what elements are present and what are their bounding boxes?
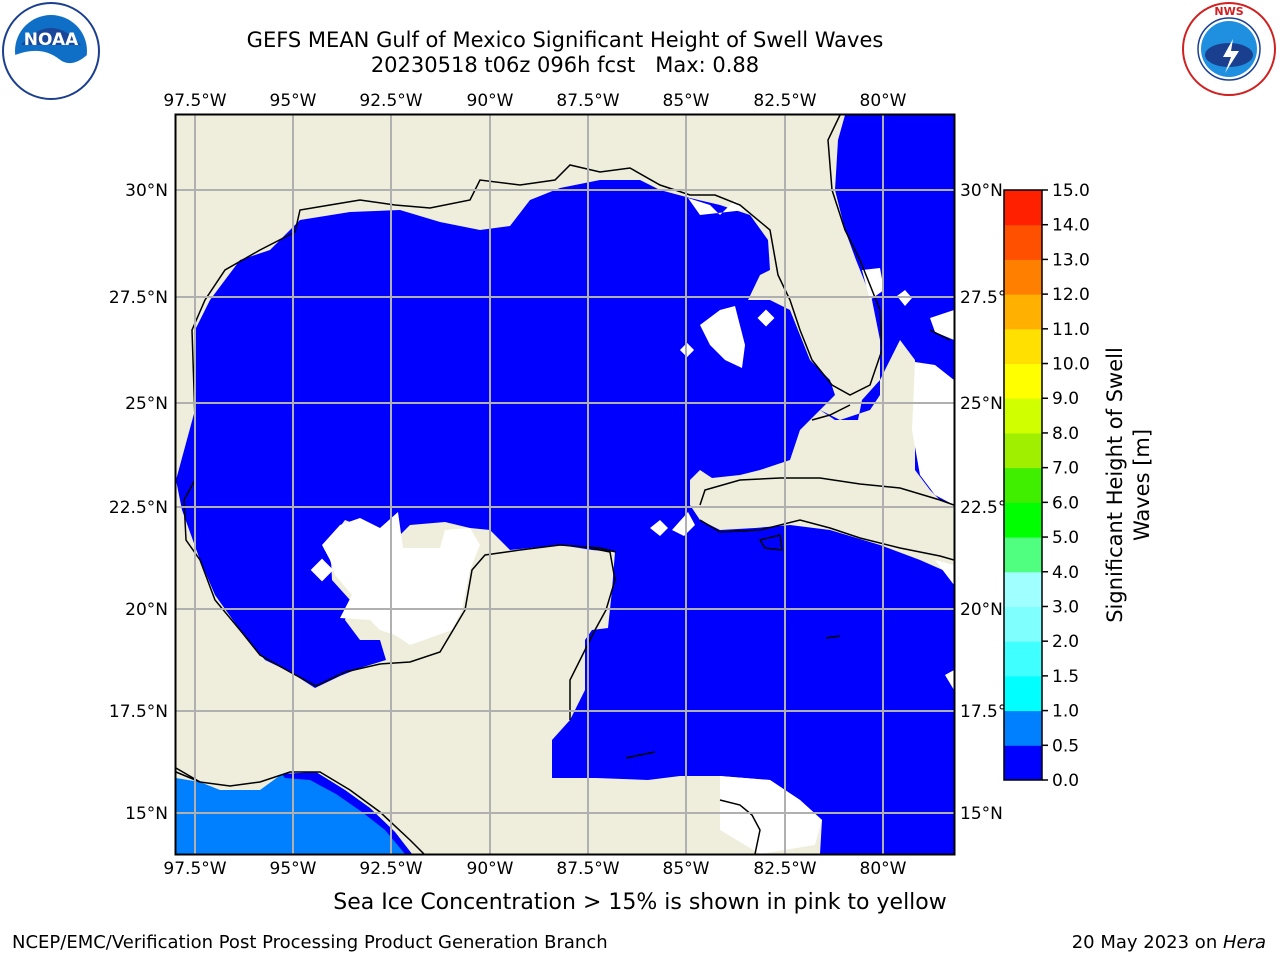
no-data-cell [757, 309, 775, 327]
colorbar-segment [1004, 398, 1042, 434]
colorbar-tick-label: 8.0 [1052, 424, 1079, 444]
gridlines [176, 115, 954, 854]
lat-label: 25°N [960, 394, 1003, 414]
no-data-bahamas [912, 362, 954, 505]
lat-label: 17.5°N [109, 702, 168, 722]
lon-label: 85°W [663, 859, 710, 879]
lat-labels-right: 30°N 27.5°N 25°N 22.5°N 20°N 17.5°N 15°N [960, 181, 1019, 824]
lat-label: 20°N [960, 600, 1003, 620]
footer-credit: NCEP/EMC/Verification Post Processing Pr… [12, 932, 608, 953]
map-frame [174, 113, 956, 856]
lon-label: 80°W [860, 91, 907, 111]
colorbar-tick-label: 9.0 [1052, 389, 1079, 409]
lat-labels-left: 30°N 27.5°N 25°N 22.5°N 20°N 17.5°N 15°N [109, 181, 168, 824]
map-area [174, 113, 956, 856]
lon-labels-top: 97.5°W 95°W 92.5°W 90°W 87.5°W 85°W 82.5… [163, 91, 906, 111]
lat-label: 20°N [125, 600, 168, 620]
colorbar-segment [1004, 675, 1042, 712]
colorbar-tick-label: 4.0 [1052, 563, 1079, 583]
colorbar-title-units: Waves [m] [1130, 429, 1154, 541]
pacific-swell-edge [282, 772, 412, 854]
lon-label: 97.5°W [163, 91, 226, 111]
nws-logo: NWS [1182, 2, 1276, 96]
footer-date-text: 20 May 2023 on [1071, 932, 1223, 953]
lon-label: 95°W [270, 91, 317, 111]
svg-text:NWS: NWS [1214, 5, 1243, 18]
colorbar-segment [1004, 328, 1042, 365]
noaa-logo-text: NOAA [24, 30, 79, 50]
colorbar-tick-label: 1.5 [1052, 667, 1079, 687]
lat-label: 27.5°N [109, 288, 168, 308]
gulf-swell-field [176, 115, 954, 854]
colorbar [1004, 190, 1042, 781]
colorbar-segment [1004, 294, 1042, 330]
colorbar-tick-label: 13.0 [1052, 250, 1090, 270]
lon-label: 87.5°W [556, 859, 619, 879]
colorbar-segment [1004, 432, 1042, 469]
footer-date: 20 May 2023 on Hera [1072, 932, 1266, 953]
no-data-caribbean [935, 560, 954, 690]
lon-label: 90°W [467, 91, 514, 111]
colorbar-tick-labels: 0.0 0.5 1.0 1.5 2.0 3.0 4.0 5.0 6.0 7.0 8.0 9.0 10.0… [1042, 181, 1090, 791]
footer-host: Hera [1222, 932, 1266, 953]
lon-label: 92.5°W [359, 859, 422, 879]
colorbar-segment [1004, 224, 1042, 260]
chart-title: GEFS MEAN Gulf of Mexico Significant Hei… [246, 28, 884, 52]
colorbar-tick-label: 2.0 [1052, 632, 1079, 652]
colorbar-tick-label: 0.0 [1052, 771, 1079, 791]
no-data-caribbean-south [720, 776, 822, 854]
lon-label: 80°W [860, 859, 907, 879]
lat-label: 25°N [125, 394, 168, 414]
colorbar-segment [1004, 641, 1042, 677]
colorbar-tick-label: 3.0 [1052, 597, 1079, 617]
lat-label: 15°N [960, 804, 1003, 824]
lon-label: 82.5°W [753, 859, 816, 879]
colorbar-tick-label: 10.0 [1052, 355, 1090, 375]
colorbar-segment [1004, 467, 1042, 503]
chart-subtitle: 20230518 t06z 096h fcst Max: 0.88 [370, 53, 760, 77]
colorbar-segment [1004, 745, 1042, 781]
colorbar-frame [1003, 189, 1043, 781]
colorbar-tick-label: 11.0 [1052, 320, 1090, 340]
colorbar-tick-label: 6.0 [1052, 493, 1079, 513]
colorbar-segment [1004, 710, 1042, 746]
colorbar-segment [1004, 606, 1042, 642]
no-data-atlantic [862, 268, 954, 340]
sea-ice-note: Sea Ice Concentration > 15% is shown in … [333, 890, 947, 915]
colorbar-tick-label: 7.0 [1052, 459, 1079, 479]
colorbar-tick-label: 1.0 [1052, 702, 1079, 722]
colorbar-segment [1004, 537, 1042, 573]
colorbar-segment [1004, 571, 1042, 607]
colorbar-segment [1004, 259, 1042, 295]
lat-label: 22.5°N [109, 498, 168, 518]
no-data-cell [310, 558, 334, 582]
no-data-north-fl [688, 198, 745, 215]
lon-label: 82.5°W [753, 91, 816, 111]
lon-label: 95°W [270, 859, 317, 879]
colorbar-tick-label: 14.0 [1052, 216, 1090, 236]
no-data-central [700, 306, 745, 368]
lon-labels-bottom: 97.5°W 95°W 92.5°W 90°W 87.5°W 85°W 82.5… [163, 859, 906, 879]
no-data-bay-campeche [322, 512, 480, 645]
lat-label: 30°N [125, 181, 168, 201]
lon-label: 90°W [467, 859, 514, 879]
colorbar-title: Significant Height of Swell [1103, 347, 1127, 623]
colorbar-segment [1004, 190, 1042, 226]
lon-label: 97.5°W [163, 859, 226, 879]
colorbar-tick-label: 12.0 [1052, 285, 1090, 305]
lat-label: 15°N [125, 804, 168, 824]
colorbar-segment [1004, 502, 1042, 538]
colorbar-tick-label: 5.0 [1052, 528, 1079, 548]
lon-label: 92.5°W [359, 91, 422, 111]
no-data-yucatan [650, 512, 695, 536]
colorbar-segment [1004, 363, 1042, 399]
lon-label: 85°W [663, 91, 710, 111]
lat-label: 30°N [960, 181, 1003, 201]
lon-label: 87.5°W [556, 91, 619, 111]
colorbar-tick-label: 0.5 [1052, 736, 1079, 756]
colorbar-tick-label: 15.0 [1052, 181, 1090, 201]
noaa-logo: NOAA [2, 2, 100, 100]
